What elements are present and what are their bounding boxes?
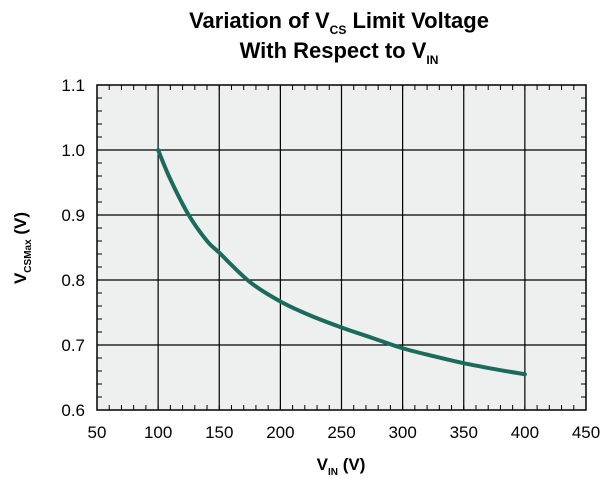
y-tick-label: 0.6	[61, 401, 85, 420]
chart-title-line2-main: With Respect to V	[240, 38, 427, 63]
x-tick-label: 200	[266, 423, 294, 442]
x-tick-label: 400	[511, 423, 539, 442]
chart-title-line1-rest: Limit Voltage	[346, 8, 489, 33]
x-tick-label: 100	[144, 423, 172, 442]
y-tick-label: 0.7	[61, 336, 85, 355]
x-tick-label: 450	[572, 423, 600, 442]
chart-title-line1: Variation of VCS Limit Voltage	[189, 8, 489, 37]
plot-frame	[96, 84, 587, 411]
x-axis-label-main: V	[317, 455, 329, 474]
y-tick-label: 1.1	[61, 76, 85, 95]
x-tick-labels: 50 100 150 200 250 300 350 400 450	[88, 423, 601, 442]
series-line	[156, 148, 527, 377]
x-tick-label: 350	[450, 423, 478, 442]
y-tick-label: 0.9	[61, 206, 85, 225]
y-tick-labels: 0.6 0.7 0.8 0.9 1.0 1.1	[61, 76, 85, 420]
x-axis-label: VIN (V)	[317, 455, 366, 478]
chart-title-line2-sub: IN	[426, 53, 438, 67]
grid	[97, 85, 586, 410]
chart-title-line1-sub: CS	[330, 23, 347, 37]
x-axis-label-rest: (V)	[338, 455, 365, 474]
x-tick-label: 300	[388, 423, 416, 442]
y-axis-label-rest: (V)	[11, 212, 30, 239]
y-tick-label: 1.0	[61, 141, 85, 160]
series-group	[156, 148, 527, 377]
x-tick-label: 150	[205, 423, 233, 442]
y-tick-label: 0.8	[61, 271, 85, 290]
x-tick-label: 250	[327, 423, 355, 442]
chart-title-line2: With Respect to VIN	[240, 38, 439, 67]
x-axis-label-sub: IN	[328, 467, 338, 478]
y-axis-label: VCSMax (V)	[11, 212, 34, 284]
y-axis-label-main: V	[11, 272, 30, 284]
x-tick-label: 50	[88, 423, 107, 442]
y-axis-label-sub: CSMax	[23, 239, 34, 273]
minor-ticks	[96, 84, 587, 411]
chart-title-line1-main: Variation of V	[189, 8, 330, 33]
